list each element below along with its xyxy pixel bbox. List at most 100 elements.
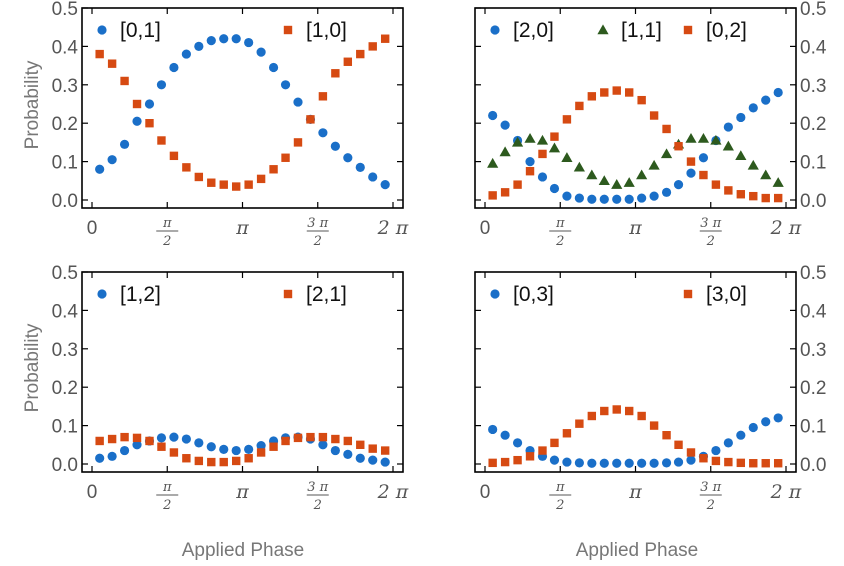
data-point [144, 99, 155, 109]
data-point [318, 92, 328, 101]
data-point [219, 34, 229, 44]
data-point [538, 446, 547, 455]
data-point [587, 194, 597, 204]
data-point [536, 134, 549, 145]
legend-marker [683, 289, 693, 299]
data-point [773, 413, 783, 423]
data-point [710, 134, 722, 145]
data-point [698, 153, 709, 163]
data-point [512, 438, 523, 448]
legend-label: [2,1] [306, 283, 347, 306]
data-point [500, 188, 510, 197]
y-tick-label: 0.0 [800, 191, 826, 212]
x-tick-label-denominator: 2 [555, 498, 564, 513]
y-tick-label: 0.2 [52, 378, 78, 399]
data-point [181, 49, 191, 59]
data-point [256, 47, 266, 57]
data-point [487, 157, 499, 168]
data-point [748, 422, 758, 433]
y-tick-label: 0.4 [800, 301, 827, 322]
x-tick-label-numerator: π [162, 480, 172, 495]
data-point [107, 59, 117, 68]
data-point [169, 432, 179, 442]
data-point [380, 457, 390, 467]
data-point [612, 458, 622, 468]
data-point [194, 456, 204, 466]
legend-label: [1,2] [120, 283, 161, 306]
data-point [281, 436, 290, 446]
data-point [120, 76, 129, 86]
x-tick-label: 2 π [770, 481, 802, 503]
y-tick-label: 0.3 [800, 340, 826, 361]
data-point [145, 119, 154, 128]
y-tick-label: 0.0 [52, 191, 78, 212]
data-point [368, 42, 377, 51]
data-point [206, 36, 216, 46]
data-point [95, 453, 105, 463]
data-point [773, 193, 783, 203]
data-point [674, 142, 683, 151]
x-tick-label-denominator: 2 [313, 498, 322, 513]
data-point [368, 172, 378, 182]
x-tick-label: π [628, 217, 642, 239]
data-point [355, 162, 365, 172]
x-tick-label: 0 [87, 482, 98, 503]
x-tick-label-numerator: 3 π [700, 480, 721, 495]
data-point [356, 440, 365, 449]
data-point [219, 444, 229, 455]
x-tick-label: π [235, 217, 249, 239]
data-point [182, 454, 191, 463]
data-point [219, 457, 228, 467]
data-point [368, 455, 378, 465]
y-tick-label: 0.5 [800, 0, 826, 20]
data-point [711, 180, 721, 189]
data-point [380, 446, 390, 455]
data-point [661, 187, 672, 197]
xlabel-left: Applied Phase [182, 540, 305, 561]
y-tick-label: 0.0 [800, 455, 826, 476]
data-point [488, 110, 498, 121]
data-point [612, 86, 621, 95]
data-point [355, 453, 365, 463]
x-tick-label: 2 π [377, 217, 409, 239]
data-point [649, 191, 659, 201]
data-point [624, 88, 634, 97]
data-point [624, 458, 634, 468]
data-point [293, 138, 303, 147]
data-point [488, 424, 498, 435]
x-tick-label-numerator: π [162, 216, 172, 231]
data-point [95, 436, 104, 446]
chart-panel-4: 0 π 2 π 3 π 2 2 π 0.0 0.1 0.2 0.3 0.4 0.5 [0,3] [3,0] [474, 263, 827, 513]
data-point [660, 148, 673, 159]
data-point [747, 159, 759, 170]
data-point [686, 157, 696, 166]
data-point [612, 194, 622, 204]
data-point [343, 449, 353, 459]
x-tick-label-denominator: 2 [706, 234, 715, 249]
data-point [95, 164, 105, 174]
data-point [330, 445, 340, 456]
data-point [697, 132, 710, 143]
data-point [686, 455, 696, 465]
data-point [132, 440, 142, 450]
data-point [761, 193, 770, 203]
data-point [686, 448, 696, 457]
data-point [343, 57, 353, 66]
data-point [207, 457, 216, 467]
data-point [761, 417, 771, 427]
x-tick-label: π [235, 481, 249, 503]
x-tick-label-denominator: 2 [313, 234, 322, 249]
data-point [231, 445, 241, 456]
legend-marker [97, 289, 107, 299]
data-point [525, 157, 535, 167]
data-point [599, 458, 609, 468]
data-point [219, 180, 228, 189]
data-point [562, 191, 572, 201]
legend-marker [490, 289, 500, 299]
series-[3,0] [488, 405, 783, 468]
data-point [587, 411, 597, 421]
data-point [95, 49, 104, 59]
data-point [636, 169, 648, 180]
ylabel-top: Probability [22, 60, 43, 149]
legend-label: [0,1] [120, 19, 161, 42]
